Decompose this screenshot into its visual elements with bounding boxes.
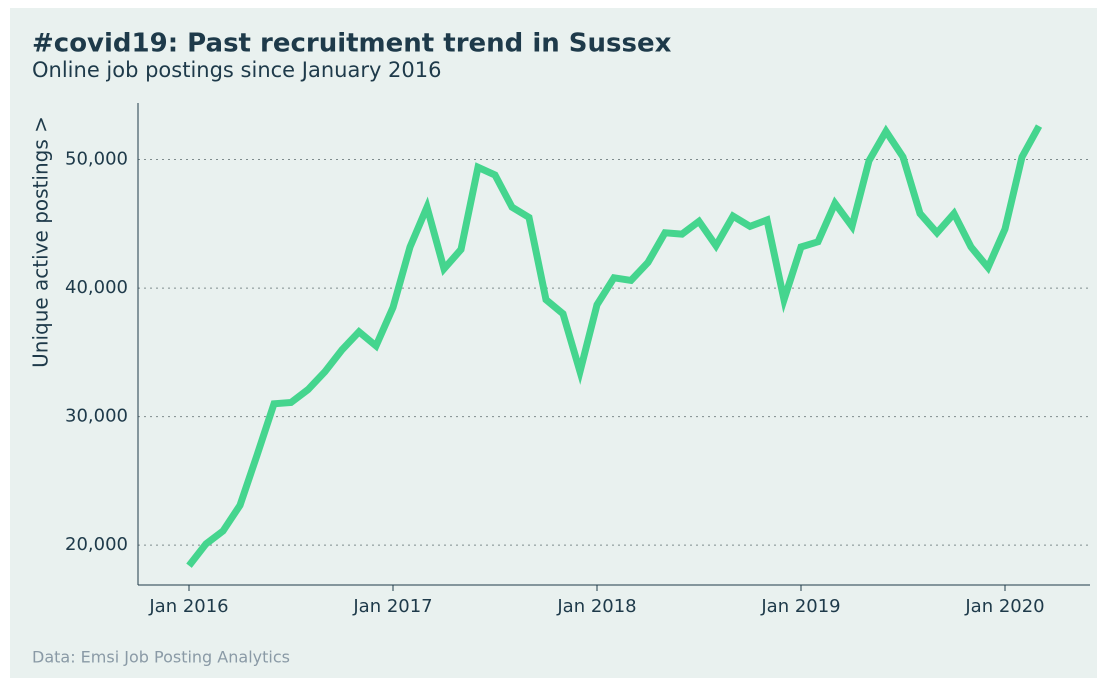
- y-tick-label: 30,000: [65, 406, 128, 427]
- x-tick-label: Jan 2019: [760, 596, 840, 617]
- y-axis-label: Unique active postings >: [29, 116, 53, 368]
- x-tick-label: Jan 2018: [556, 596, 636, 617]
- chart-subtitle: Online job postings since January 2016: [32, 58, 442, 82]
- x-tick-label: Jan 2020: [964, 596, 1044, 617]
- y-tick-label: 50,000: [65, 149, 128, 170]
- source: Data: Emsi Job Posting Analytics: [32, 648, 290, 667]
- y-tick-label: 40,000: [65, 277, 128, 298]
- y-tick-label: 20,000: [65, 534, 128, 555]
- x-tick-label: Jan 2016: [148, 596, 228, 617]
- chart-background: [10, 8, 1097, 678]
- chart-title: #covid19: Past recruitment trend in Suss…: [32, 29, 672, 59]
- line: [186, 124, 1043, 568]
- x-tick-label: Jan 2017: [352, 596, 432, 617]
